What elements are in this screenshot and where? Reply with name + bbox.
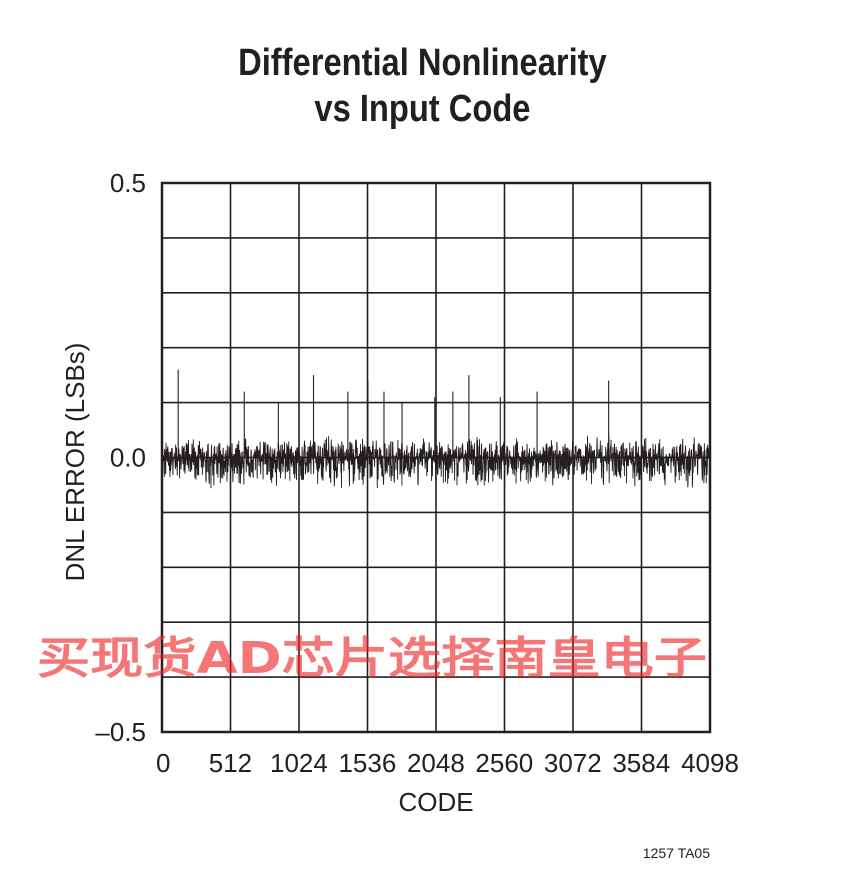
y-axis-label: DNL ERROR (LSBs) [60,343,90,582]
x-axis-label: CODE [398,787,473,817]
y-tick-label: –0.5 [95,717,146,747]
y-tick-labels: 0.5 0.0 –0.5 [95,168,146,747]
x-tick-label: 3584 [612,748,670,778]
x-tick-label: 2048 [407,748,465,778]
y-tick-label: 0.5 [110,168,146,198]
x-tick-label: 3072 [544,748,602,778]
x-tick-label: 1024 [270,748,328,778]
dnl-noise-trace [161,435,711,490]
watermark-text: 买现货AD芯片选择南皇电子 [37,633,707,684]
x-tick-label: 512 [209,748,252,778]
x-tick-label: 4098 [681,748,739,778]
x-tick-label: 0 [156,748,170,778]
chart-title: Differential Nonlinearity [238,42,607,84]
chart-subtitle: vs Input Code [314,88,531,130]
x-tick-label: 2560 [475,748,533,778]
figure-id: 1257 TA05 [643,845,710,861]
dnl-trace [161,369,711,490]
x-tick-labels: 0 512 1024 1536 2048 2560 3072 3584 4098 [156,748,739,778]
x-tick-label: 1536 [338,748,396,778]
plot-frame [160,181,712,734]
y-tick-label: 0.0 [110,443,146,473]
